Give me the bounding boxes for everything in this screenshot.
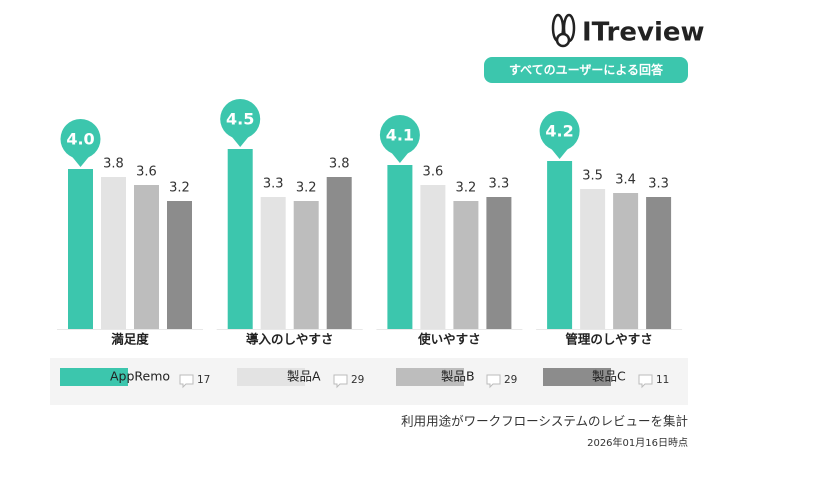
value-label: 3.4 [615,173,636,188]
review-count: 29 [504,374,517,386]
review-icon [333,374,348,389]
value-label: 3.8 [103,157,124,172]
value-label: 3.6 [423,165,444,180]
value-label: 4.2 [545,122,573,141]
bar [68,169,93,329]
bar [420,185,446,329]
value-label: 3.5 [582,169,603,184]
value-pin [71,156,90,167]
note: 利用用途がワークフローシステムのレビューを集計 [401,414,688,429]
x-tick-label: 管理のしやすさ [565,332,652,347]
review-icon [638,374,653,389]
value-pin [539,111,580,151]
value-pin [60,119,101,159]
bar [134,185,159,329]
review-count: 11 [656,374,669,386]
review-count: 29 [351,374,364,386]
bar [167,201,192,329]
bar [260,197,286,329]
badge-bg [484,57,688,83]
bar [326,177,352,329]
value-label: 3.3 [648,177,669,192]
bar [486,197,512,329]
x-tick-label: 満足度 [111,332,149,347]
value-label: 3.8 [329,157,350,172]
bar [613,193,639,329]
bar [293,201,319,329]
legend-swatch [396,368,464,386]
x-tick-label: 使いやすさ [417,332,481,347]
bar [453,201,479,329]
value-label: 3.6 [136,165,157,180]
value-label: 3.3 [489,177,510,192]
bar [227,149,253,329]
value-label: 4.5 [226,110,254,129]
value-label: 4.0 [66,130,94,149]
legend-label: AppRemo [110,369,170,384]
badge: すべてのユーザーによる回答 [509,62,664,77]
value-label: 3.2 [296,181,317,196]
review-icon [179,374,194,389]
value-pin [550,148,569,159]
review-count: 17 [197,374,210,386]
legend-swatch [60,368,128,386]
bar [547,161,573,329]
legend-swatch [543,368,611,386]
value-pin [379,115,420,155]
bar [101,177,126,329]
legend-label: 製品A [287,369,321,384]
value-label: 4.1 [386,126,414,145]
value-label: 3.3 [263,177,284,192]
brand: ITreview [582,18,705,48]
review-icon [486,374,501,389]
bar [580,189,606,329]
value-label: 3.2 [169,181,190,196]
legend-label: 製品B [441,369,475,384]
value-pin [231,136,250,147]
value-pin [220,99,261,139]
logo-icon [551,13,576,48]
x-tick-label: 導入のしやすさ [246,332,333,347]
legend-label: 製品C [592,369,626,384]
bar [387,165,413,329]
legend-swatch [237,368,305,386]
date: 2026年01月16日時点 [587,436,688,449]
bar [646,197,672,329]
value-label: 3.2 [456,181,477,196]
value-pin [390,152,409,163]
